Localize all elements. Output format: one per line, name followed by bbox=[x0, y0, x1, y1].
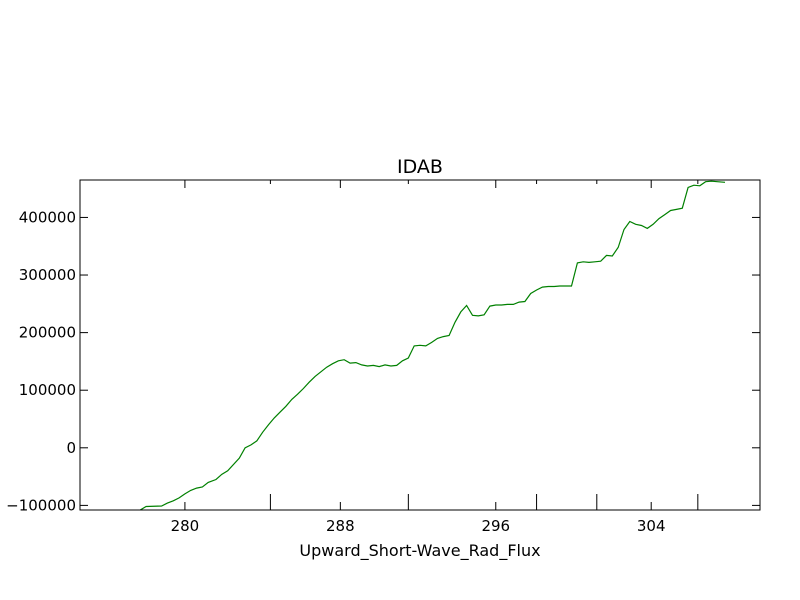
series-line-0 bbox=[125, 180, 726, 510]
plot-area: 280 288 296 304 −100000 0 100000 200000 300000 40… bbox=[6, 179, 761, 535]
plot-frame bbox=[79, 179, 761, 511]
x-tick-label-3: 304 bbox=[637, 517, 666, 535]
y-tick-label-4: 300000 bbox=[19, 266, 76, 284]
y-tick-label-1: 0 bbox=[66, 439, 76, 457]
x-tick-label-2: 296 bbox=[481, 517, 510, 535]
y-tick-label-3: 200000 bbox=[19, 324, 76, 342]
x-tick-label-1: 288 bbox=[326, 517, 355, 535]
y-tick-label-0: −100000 bbox=[6, 496, 76, 514]
x-axis-title: Upward_Short-Wave_Rad_Flux bbox=[299, 541, 540, 561]
y-tick-label-5: 400000 bbox=[19, 208, 76, 226]
y-tick-label-2: 100000 bbox=[19, 381, 76, 399]
chart-title: IDAB bbox=[397, 156, 443, 178]
x-tick-label-0: 280 bbox=[171, 517, 200, 535]
